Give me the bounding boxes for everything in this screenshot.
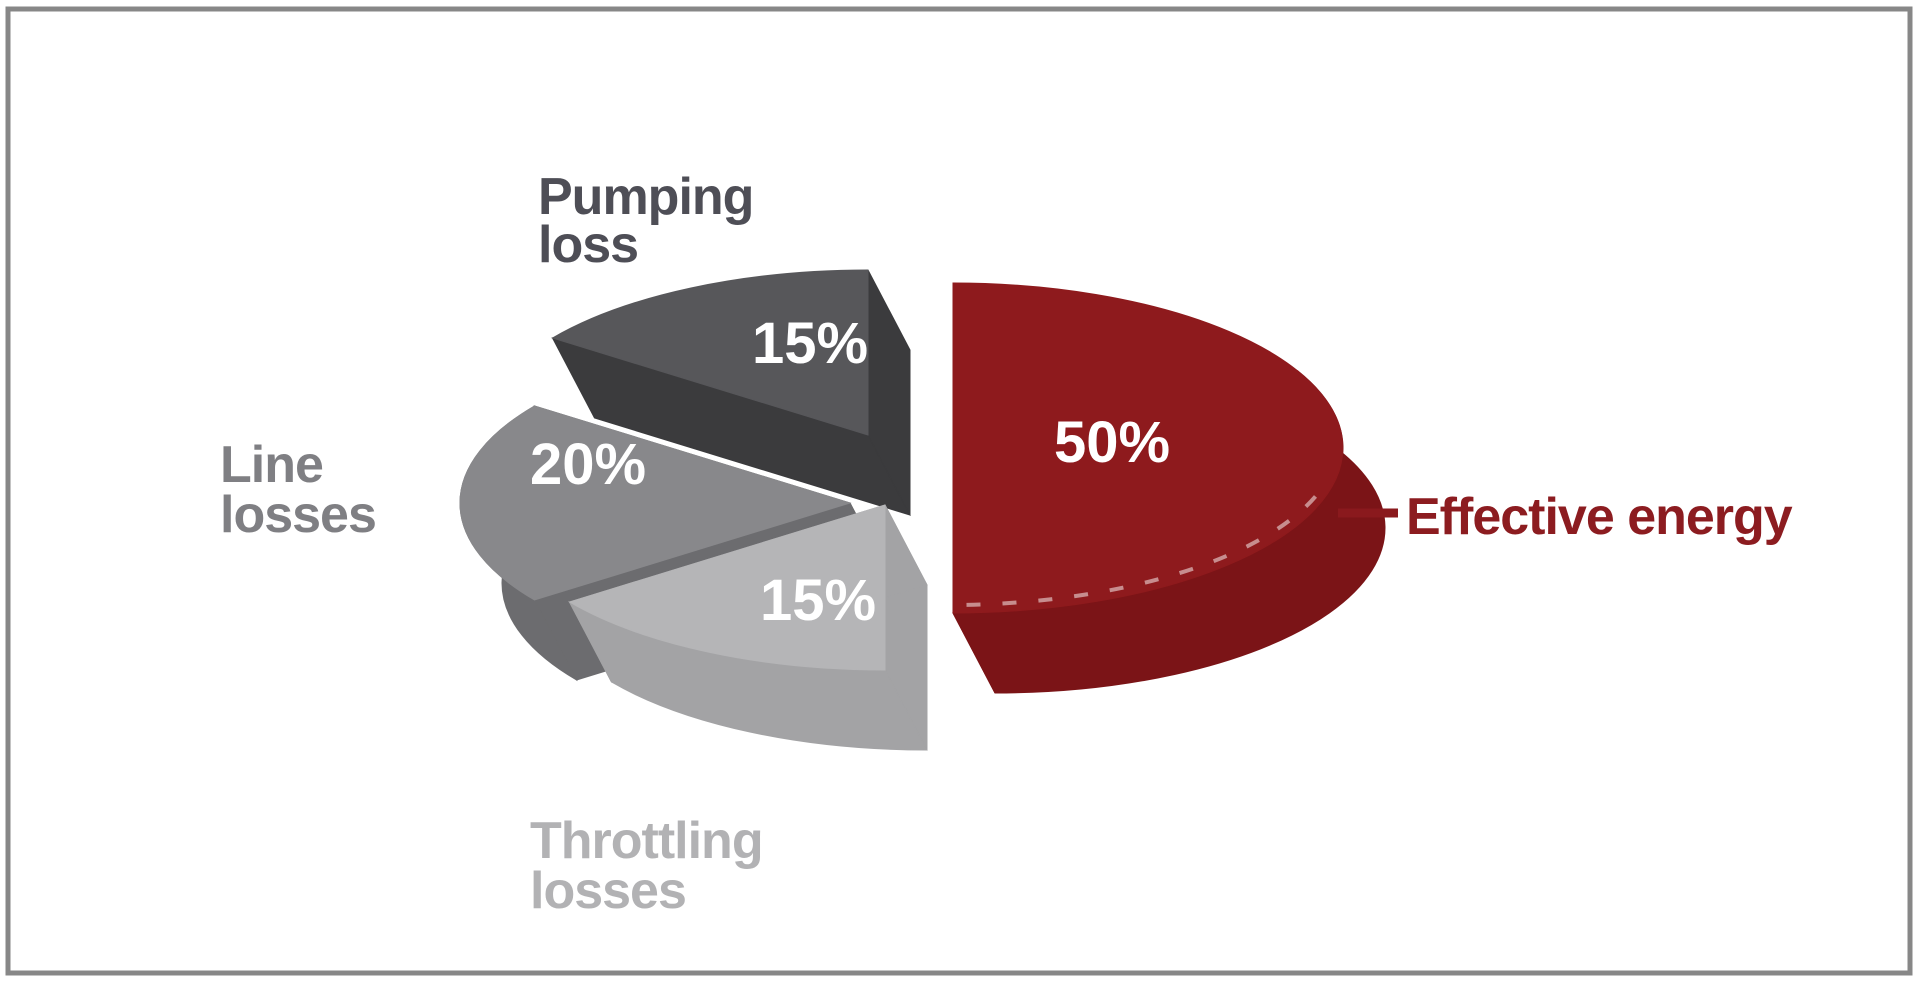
pct-label-effective: 50% (1054, 410, 1170, 475)
pie-slice-pumping-top-face (551, 269, 869, 436)
slice-label-pumping-line2: loss (538, 216, 638, 274)
slice-label-line-line2: losses (220, 486, 376, 544)
pct-label-throttling: 15% (760, 568, 876, 633)
pct-label-line: 20% (530, 432, 646, 497)
slice-label-line-line1: Line (220, 436, 323, 494)
slice-label-pumping: Pumping loss (538, 168, 767, 274)
pie-slices-group (459, 269, 1386, 751)
slice-label-throttling: Throttling losses (530, 812, 776, 920)
slice-label-throttling-line2: losses (530, 862, 686, 920)
pie-slice-effective-top-face (952, 282, 1344, 614)
pct-label-pumping: 15% (752, 311, 868, 376)
slice-label-pumping-line1: Pumping (538, 168, 753, 226)
callout-label-effective-energy: Effective energy (1406, 488, 1793, 546)
pie-slice-throttling-top-face (568, 504, 886, 671)
slice-label-line: Line losses (220, 436, 376, 544)
pie-slice-effective-edge-highlight (962, 495, 1318, 607)
pie-slice-line-top-face (459, 405, 852, 601)
slice-label-throttling-line1: Throttling (530, 812, 763, 870)
